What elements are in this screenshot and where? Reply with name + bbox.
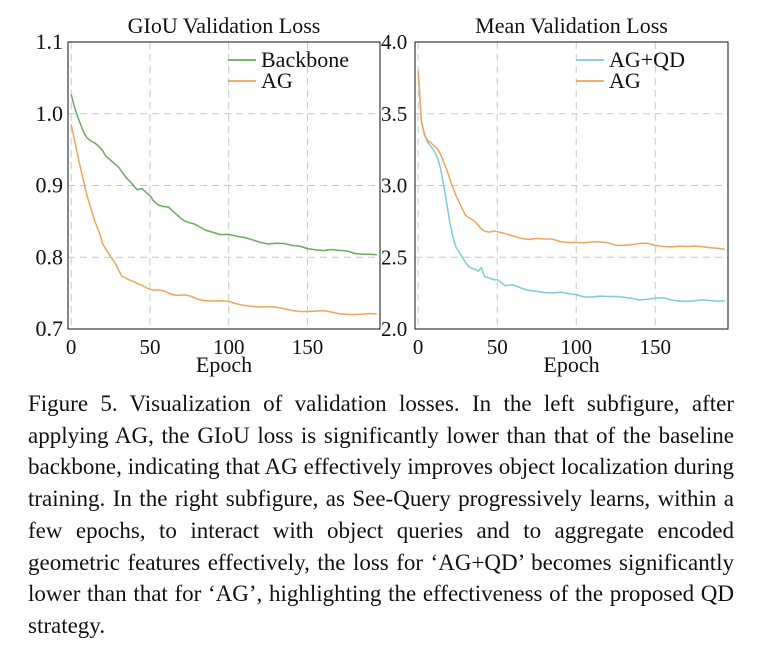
series-line-ag <box>70 124 377 316</box>
legend-label: AG+QD <box>609 47 685 72</box>
x-axis-label: Epoch <box>543 352 599 377</box>
y-tick-label: 1.0 <box>36 101 64 126</box>
series-line-ag-qd <box>417 70 725 303</box>
y-tick-label: 1.1 <box>36 29 64 54</box>
validation-loss-figure: GIoU Validation Loss 0 50 100 150 0.7 0.8 0.9 1.… <box>36 13 729 377</box>
y-tick-label: 0.9 <box>36 173 64 198</box>
legend-label: AG <box>261 68 293 93</box>
chart-panel-2: Mean Validation Loss 0 50 100 150 2.0 2.5 3.0 3.… <box>381 13 729 377</box>
series-line-ag <box>417 70 725 250</box>
y-tick-label: 2.5 <box>381 245 407 269</box>
x-tick-label: 50 <box>487 335 508 359</box>
x-tick-label: 0 <box>413 335 424 359</box>
chart-title: Mean Validation Loss <box>475 13 668 38</box>
chart-panel-1: GIoU Validation Loss 0 50 100 150 0.7 0.8 0.9 1.… <box>36 13 381 377</box>
legend-label: AG <box>609 68 641 93</box>
series-line-backbone <box>70 94 377 256</box>
x-tick-label: 100 <box>213 335 245 359</box>
y-tick-label: 0.8 <box>36 244 64 269</box>
y-tick-label: 3.0 <box>381 174 407 198</box>
y-tick-label: 3.5 <box>381 102 407 126</box>
y-tick-label: 4.0 <box>381 30 407 54</box>
figure-caption: Figure 5. Visualization of validation lo… <box>28 391 734 638</box>
x-tick-label: 100 <box>560 335 592 359</box>
y-tick-label: 0.7 <box>36 316 64 341</box>
x-tick-label: 150 <box>640 335 672 359</box>
chart-title: GIoU Validation Loss <box>128 13 321 38</box>
y-tick-label: 2.0 <box>381 317 407 341</box>
x-tick-label: 0 <box>66 335 77 359</box>
plot-frame <box>414 41 729 330</box>
x-tick-label: 50 <box>139 335 160 359</box>
x-tick-label: 150 <box>292 335 324 359</box>
x-axis-label: Epoch <box>196 352 252 377</box>
legend-label: Backbone <box>261 47 349 72</box>
plot-frame <box>67 41 381 330</box>
